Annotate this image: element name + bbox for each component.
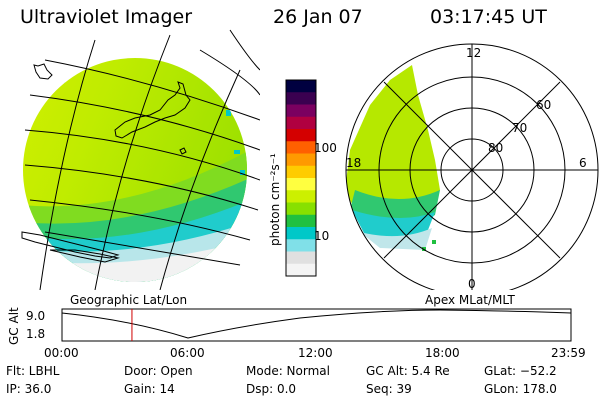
polar-plot bbox=[345, 43, 599, 290]
colorbar-segment bbox=[286, 165, 316, 179]
altitude-ytick-bottom: 1.8 bbox=[26, 327, 46, 341]
colorbar-segment bbox=[286, 80, 316, 93]
glon-readout: GLon: 178.0 bbox=[484, 382, 557, 396]
colorbar-border bbox=[285, 79, 317, 277]
colorbar-segment bbox=[286, 178, 316, 191]
geographic-caption: Geographic Lat/Lon bbox=[70, 293, 188, 307]
xtick-1800: 18:00 bbox=[425, 346, 460, 360]
mode-readout: Mode: Normal bbox=[246, 364, 330, 378]
altitude-curve bbox=[61, 309, 572, 339]
svg-text:photon cm⁻²s⁻¹: photon cm⁻²s⁻¹ bbox=[268, 153, 282, 246]
date-readout: 26 Jan 07 bbox=[273, 6, 363, 28]
colorbar-tick-100: 100 bbox=[314, 141, 337, 155]
altitude-plot: GC Alt bbox=[7, 307, 572, 345]
colorbar-segment bbox=[286, 129, 316, 142]
geographic-image bbox=[21, 29, 260, 290]
colorbar-segment bbox=[286, 214, 316, 228]
mlt-label-18: 18 bbox=[346, 156, 362, 170]
mlt-label-12: 12 bbox=[466, 46, 482, 60]
time-readout: 03:17:45 UT bbox=[430, 6, 547, 28]
filter-readout: Flt: LBHL bbox=[6, 364, 60, 378]
gc-alt-readout: GC Alt: 5.4 Re bbox=[366, 364, 450, 378]
xtick-0600: 06:00 bbox=[170, 346, 205, 360]
xtick-1200: 12:00 bbox=[298, 346, 333, 360]
lat-label-80: 80 bbox=[488, 141, 504, 155]
dsp-readout: Dsp: 0.0 bbox=[246, 382, 297, 396]
colorbar-segment bbox=[286, 202, 316, 216]
xtick-0000: 00:00 bbox=[44, 346, 79, 360]
mlt-label-6: 6 bbox=[579, 156, 587, 170]
colorbar-segment bbox=[286, 239, 316, 252]
xtick-2359: 23:59 bbox=[551, 346, 586, 360]
seq-readout: Seq: 39 bbox=[366, 382, 412, 396]
colorbar-segment bbox=[286, 251, 316, 265]
colorbar-segment bbox=[286, 190, 316, 203]
colorbar-unit-label: photon cm⁻²s⁻¹ bbox=[268, 153, 282, 246]
glat-readout: GLat: −52.2 bbox=[484, 364, 557, 378]
gain-readout: Gain: 14 bbox=[124, 382, 175, 396]
ip-readout: IP: 36.0 bbox=[6, 382, 52, 396]
mlt-label-0: 0 bbox=[468, 277, 476, 291]
app-title: Ultraviolet Imager bbox=[20, 6, 193, 28]
apex-caption: Apex MLat/MLT bbox=[425, 293, 515, 307]
colorbar-segment bbox=[286, 116, 316, 130]
altitude-ytick-top: 9.0 bbox=[26, 309, 46, 323]
lat-label-70: 70 bbox=[512, 121, 528, 135]
lat-label-60: 60 bbox=[536, 98, 552, 112]
altitude-ylabel: GC Alt bbox=[7, 307, 21, 345]
colorbar-tick-10: 10 bbox=[314, 229, 330, 243]
colorbar-segment bbox=[286, 104, 316, 118]
colorbar bbox=[285, 79, 317, 277]
door-readout: Door: Open bbox=[124, 364, 193, 378]
colorbar-segment bbox=[286, 141, 316, 154]
colorbar-segment bbox=[286, 227, 316, 240]
colorbar-segment bbox=[286, 153, 316, 167]
colorbar-segment bbox=[286, 263, 316, 277]
colorbar-segment bbox=[286, 92, 316, 105]
